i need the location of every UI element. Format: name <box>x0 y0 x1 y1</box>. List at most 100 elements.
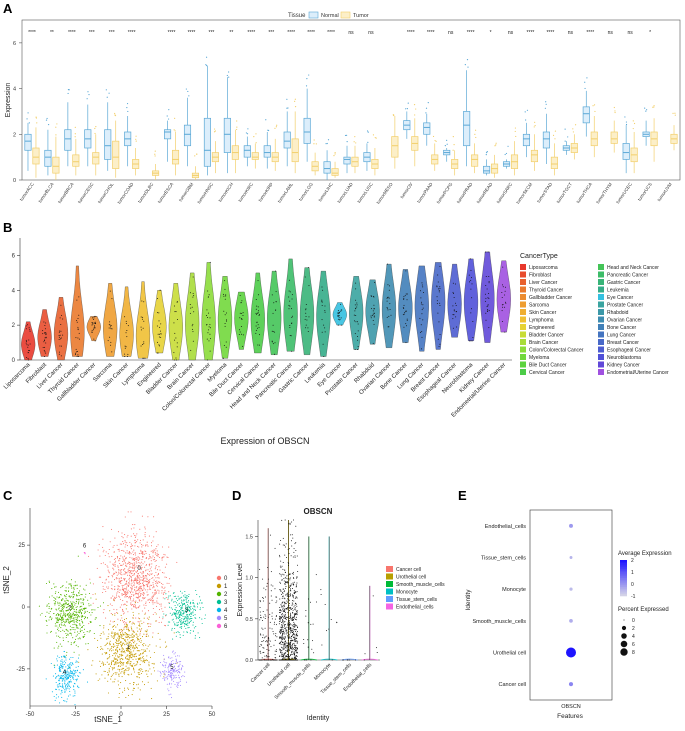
panel-a-tumor-outlier <box>75 136 76 137</box>
panel-b-point <box>159 334 160 335</box>
panel-c-legend-key <box>217 584 221 588</box>
panel-b-point <box>30 343 31 344</box>
panel-c-point <box>84 613 85 614</box>
panel-d-point <box>281 594 282 595</box>
panel-b-point <box>159 345 160 346</box>
panel-d-point <box>288 592 289 593</box>
panel-c-point <box>68 613 69 614</box>
panel-c-point <box>76 636 77 637</box>
panel-a-normal-box <box>65 130 71 151</box>
panel-c-point <box>144 618 145 619</box>
panel-c-point <box>58 630 59 631</box>
panel-a-tumor-box <box>33 148 39 164</box>
panel-c-point <box>62 622 63 623</box>
panel-c-point <box>134 648 135 649</box>
panel-c-point <box>122 668 123 669</box>
panel-c-point <box>74 594 75 595</box>
panel-c-point <box>144 614 145 615</box>
panel-c-point <box>173 621 174 622</box>
panel-d-point <box>262 637 263 638</box>
panel-d-point <box>288 638 289 639</box>
panel-c-point <box>178 683 179 684</box>
panel-a-normal-outlier <box>405 108 406 109</box>
panel-c-point <box>155 552 156 553</box>
panel-c-point <box>80 598 81 599</box>
panel-a-tumor-box <box>332 169 338 176</box>
panel-c-point <box>66 598 67 599</box>
panel-c-point <box>189 614 190 615</box>
panel-d-point <box>260 644 261 645</box>
panel-c-point <box>185 624 186 625</box>
panel-b-point <box>324 327 325 328</box>
panel-d-point <box>288 646 289 647</box>
panel-b-legend-key <box>598 347 604 353</box>
panel-b-point <box>61 337 62 338</box>
panel-c-point <box>173 681 174 682</box>
panel-b-point <box>243 334 244 335</box>
panel-c-point <box>82 602 83 603</box>
panel-c-point <box>104 671 105 672</box>
panel-b-point <box>256 306 257 307</box>
panel-c-point <box>166 614 167 615</box>
panel-c-point <box>110 679 111 680</box>
panel-d-point <box>287 593 288 594</box>
panel-b-point <box>439 290 440 291</box>
panel-b-point <box>421 282 422 283</box>
panel-d-point <box>297 652 298 653</box>
panel-c-point <box>132 586 133 587</box>
panel-a-tumor-outlier <box>335 152 336 153</box>
panel-c-point <box>48 603 49 604</box>
panel-c-point <box>69 622 70 623</box>
panel-c-point <box>80 586 81 587</box>
panel-b-point <box>124 316 125 317</box>
panel-c-point <box>200 607 201 608</box>
panel-c-point <box>128 695 129 696</box>
panel-c-point <box>74 673 75 674</box>
panel-c-point <box>141 562 142 563</box>
panel-c-point <box>126 637 127 638</box>
panel-c-point <box>176 671 177 672</box>
panel-c-point <box>149 668 150 669</box>
panel-c-point <box>128 627 129 628</box>
panel-c-point <box>152 577 153 578</box>
panel-c-point <box>51 609 52 610</box>
panel-c-point <box>131 553 132 554</box>
panel-b-point <box>126 346 127 347</box>
panel-c-point <box>153 594 154 595</box>
panel-a-tumor-outlier <box>414 114 415 115</box>
panel-d-point <box>292 651 293 652</box>
panel-d-point <box>281 622 282 623</box>
panel-c-point <box>69 663 70 664</box>
panel-c-point <box>61 665 62 666</box>
panel-b-point <box>207 360 208 361</box>
panel-d-point <box>289 603 290 604</box>
panel-c-point <box>146 581 147 582</box>
panel-c-point <box>69 659 70 660</box>
panel-d-point <box>282 569 283 570</box>
panel-c-point <box>134 560 135 561</box>
panel-c-point <box>164 590 165 591</box>
panel-d-point <box>291 545 292 546</box>
panel-b-legend-key <box>520 264 526 270</box>
panel-d-point <box>272 585 273 586</box>
panel-c-point <box>134 564 135 565</box>
panel-d-point <box>268 638 269 639</box>
panel-a-tumor-outlier <box>75 127 76 128</box>
panel-b-point <box>470 340 471 341</box>
panel-c-point <box>118 641 119 642</box>
panel-c-point <box>77 675 78 676</box>
panel-c-point <box>172 609 173 610</box>
panel-c-point <box>119 662 120 663</box>
panel-c-point <box>153 667 154 668</box>
panel-c-point <box>180 597 181 598</box>
panel-c-point <box>57 602 58 603</box>
panel-d-point <box>269 660 270 661</box>
panel-d-point <box>295 557 296 558</box>
panel-c-point <box>185 605 186 606</box>
panel-b-point <box>422 304 423 305</box>
panel-b-point <box>26 325 27 326</box>
panel-c-point <box>124 627 125 628</box>
panel-c-point <box>111 650 112 651</box>
panel-c-point <box>75 679 76 680</box>
panel-c-point <box>64 622 65 623</box>
